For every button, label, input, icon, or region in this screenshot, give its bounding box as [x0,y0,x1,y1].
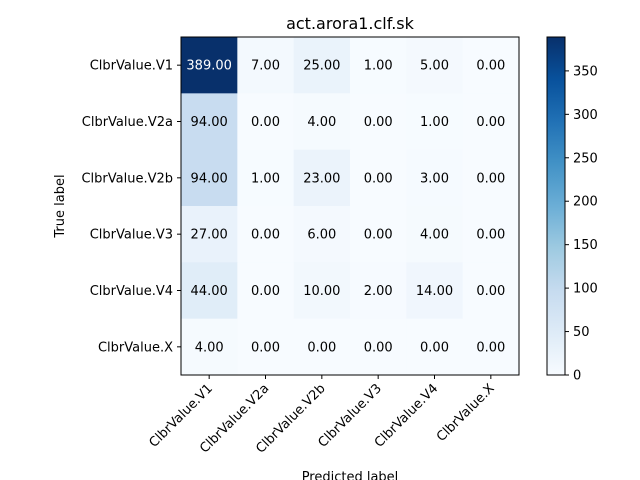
colorbar-tick-label: 300 [573,108,598,123]
heatmap-cell [350,318,407,376]
x-axis-ticks: ClbrValue.V1ClbrValue.V2aClbrValue.V2bCl… [146,375,498,457]
heatmap-cell [462,206,520,263]
heatmap-cell [406,206,464,263]
y-tick-label: ClbrValue.V3 [90,228,173,243]
y-tick-label: ClbrValue.V2b [81,171,173,186]
heatmap-cell [181,37,238,94]
cell-value-label: 1.00 [364,59,393,74]
y-axis-label: True label [53,174,68,238]
heatmap-cell [181,318,238,376]
cell-value-label: 4.00 [420,228,449,243]
cell-value-label: 5.00 [420,59,449,74]
heatmap-cell [181,262,238,320]
cell-value-label: 0.00 [251,228,280,243]
heatmap-cell [462,37,520,94]
cell-value-label: 0.00 [307,340,336,355]
cell-value-label: 94.00 [191,115,228,130]
heatmap-cell [293,262,351,320]
heatmap-cell [293,93,351,151]
y-tick-label: ClbrValue.V2a [82,115,173,130]
colorbar-tick-label: 350 [573,64,598,79]
cell-value-label: 7.00 [251,59,280,74]
heatmap-cell [181,206,238,263]
cell-value-label: 6.00 [307,228,336,243]
cell-value-label: 0.00 [420,340,449,355]
y-tick-label: ClbrValue.V1 [90,59,173,74]
heatmap-cell [181,93,238,151]
y-tick-label: ClbrValue.V4 [90,284,173,299]
heatmap-cell [237,37,295,94]
cell-value-label: 14.00 [416,284,453,299]
cell-value-label: 2.00 [364,284,393,299]
plot-frame [180,36,520,376]
colorbar-tick-label: 150 [573,238,598,253]
cell-value-label: 0.00 [476,284,505,299]
heatmap-cell [462,262,520,320]
cell-value-label: 0.00 [476,115,505,130]
cell-value-label: 1.00 [420,115,449,130]
heatmap-cell [350,262,407,320]
heatmap-cell [237,149,295,207]
cell-value-label: 0.00 [476,59,505,74]
cell-value-label: 25.00 [303,59,340,74]
colorbar-tick-label: 100 [573,282,598,297]
heatmap-cell [293,149,351,207]
cell-value-label: 94.00 [191,171,228,186]
heatmap-cell [406,37,464,94]
heatmap-cell [406,93,464,151]
cell-value-label: 44.00 [191,284,228,299]
y-tick-label: ClbrValue.X [98,340,173,355]
heatmap-cells [181,37,520,376]
heatmap-cell [462,318,520,376]
heatmap-cell [237,93,295,151]
heatmap-cell [350,93,407,151]
heatmap-cell [237,262,295,320]
cell-value-label: 4.00 [195,340,224,355]
heatmap-cell [406,318,464,376]
cell-value-label: 0.00 [476,340,505,355]
heatmap-cell [350,206,407,263]
heatmap-cell [350,37,407,94]
cell-value-label: 0.00 [364,171,393,186]
cell-value-label: 0.00 [364,115,393,130]
heatmap-cell [181,149,238,207]
chart-title: act.arora1.clf.sk [286,14,415,33]
heatmap-cell-labels: 389.00 7.00 25.00 1.00 5.00 0.00 94.00 0.00 4.00… [186,59,505,356]
colorbar-tick-label: 0 [573,369,581,384]
cell-value-label: 0.00 [476,228,505,243]
heatmap-cell [462,93,520,151]
cell-value-label: 0.00 [251,340,280,355]
x-tick-label: ClbrValue.X [434,381,498,445]
cell-value-label: 0.00 [364,340,393,355]
heatmap-cell [406,262,464,320]
cell-value-label: 389.00 [186,59,232,74]
cell-value-label: 0.00 [251,115,280,130]
colorbar [546,36,566,376]
colorbar-tick-label: 200 [573,195,598,210]
colorbar-tick-label: 50 [573,325,590,340]
heatmap-cell [293,206,351,263]
cell-value-label: 27.00 [191,228,228,243]
heatmap-cell [293,37,351,94]
cell-value-label: 0.00 [476,171,505,186]
heatmap-cell [237,318,295,376]
colorbar-ticks: 0 50 100 150 200 250 300 350 [565,64,598,384]
cell-value-label: 4.00 [307,115,336,130]
heatmap-cell [237,206,295,263]
cell-value-label: 0.00 [364,228,393,243]
cell-value-label: 3.00 [420,171,449,186]
colorbar-tick-label: 250 [573,151,598,166]
heatmap-cell [406,149,464,207]
cell-value-label: 0.00 [251,284,280,299]
heatmap-cell [350,149,407,207]
heatmap-cell [293,318,351,376]
cell-value-label: 1.00 [251,171,280,186]
x-axis-label: Predicted label [302,470,399,480]
heatmap-cell [462,149,520,207]
cell-value-label: 23.00 [303,171,340,186]
y-axis-ticks: ClbrValue.V1 ClbrValue.V2a ClbrValue.V2b Cl… [81,59,181,355]
cell-value-label: 10.00 [303,284,340,299]
